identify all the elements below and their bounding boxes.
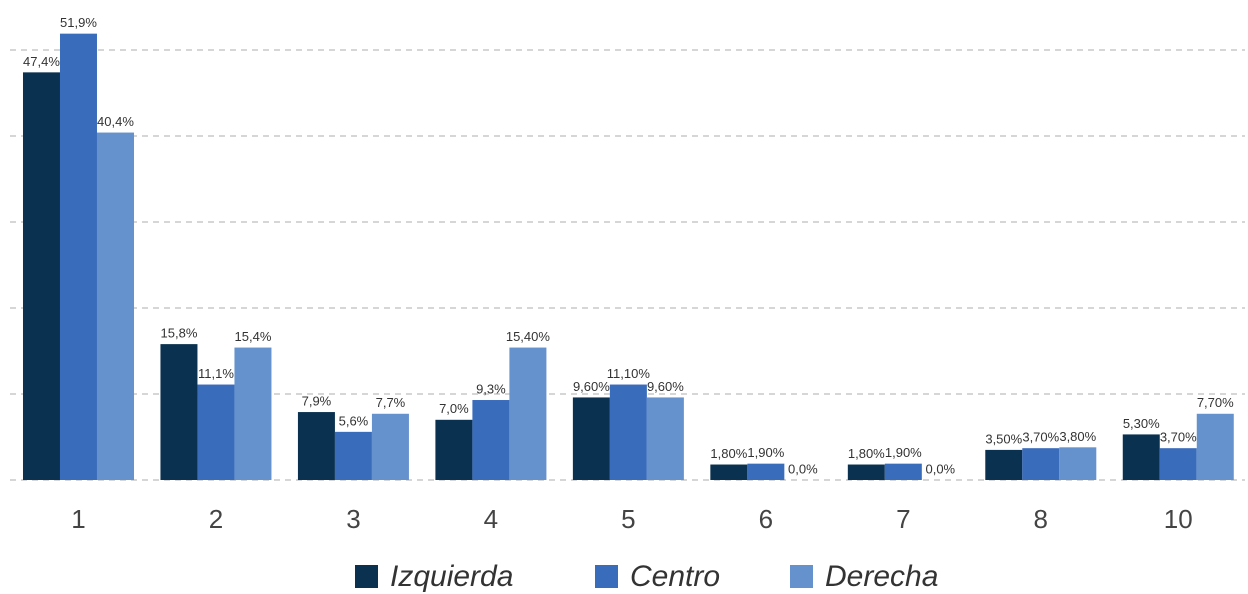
bar bbox=[1196, 413, 1234, 480]
value-label: 11,10% bbox=[607, 366, 651, 381]
bar bbox=[371, 413, 409, 480]
bar bbox=[96, 132, 134, 480]
value-label: 15,4% bbox=[235, 329, 272, 344]
legend-swatch bbox=[355, 565, 378, 588]
value-label: 3,70% bbox=[1022, 430, 1059, 445]
bar bbox=[646, 397, 684, 480]
x-tick-label: 3 bbox=[346, 504, 360, 534]
value-label: 7,7% bbox=[376, 395, 406, 410]
bar bbox=[297, 412, 335, 480]
value-label: 3,50% bbox=[985, 431, 1022, 446]
value-label: 11,1% bbox=[198, 366, 234, 381]
value-label: 7,0% bbox=[439, 401, 469, 416]
value-label: 51,9% bbox=[60, 15, 97, 30]
bar bbox=[472, 400, 510, 480]
value-label: 40,4% bbox=[97, 114, 134, 129]
bar bbox=[234, 347, 272, 480]
bar bbox=[847, 464, 885, 480]
value-label: 15,40% bbox=[506, 329, 551, 344]
bar bbox=[160, 344, 198, 480]
legend-swatch bbox=[595, 565, 618, 588]
value-label: 15,8% bbox=[161, 326, 198, 341]
bar bbox=[572, 397, 610, 480]
bar bbox=[710, 464, 748, 480]
value-label: 3,80% bbox=[1059, 429, 1096, 444]
bar bbox=[22, 72, 60, 481]
value-label: 1,80% bbox=[710, 446, 747, 461]
value-label: 0,0% bbox=[925, 461, 955, 476]
value-label: 9,60% bbox=[647, 379, 684, 394]
value-label: 5,6% bbox=[339, 413, 369, 428]
value-label: 7,9% bbox=[302, 393, 332, 408]
value-label: 9,60% bbox=[573, 379, 610, 394]
value-label: 3,70% bbox=[1160, 430, 1197, 445]
x-tick-label: 6 bbox=[759, 504, 773, 534]
bar bbox=[1059, 447, 1097, 480]
legend-label: Izquierda bbox=[390, 560, 513, 593]
bar bbox=[197, 384, 235, 480]
bar bbox=[435, 419, 473, 480]
value-label: 47,4% bbox=[23, 54, 60, 69]
bar bbox=[747, 463, 785, 480]
value-label: 0,0% bbox=[788, 461, 818, 476]
legend-label: Centro bbox=[630, 560, 720, 593]
value-label: 1,80% bbox=[848, 446, 885, 461]
bar bbox=[609, 384, 647, 480]
bar bbox=[334, 431, 372, 480]
bar bbox=[1022, 448, 1060, 480]
value-label: 7,70% bbox=[1197, 395, 1234, 410]
x-tick-label: 2 bbox=[209, 504, 223, 534]
x-tick-label: 10 bbox=[1164, 504, 1193, 534]
x-tick-label: 8 bbox=[1034, 504, 1048, 534]
x-tick-label: 4 bbox=[484, 504, 498, 534]
legend-swatch bbox=[790, 565, 813, 588]
x-tick-label: 5 bbox=[621, 504, 635, 534]
bar bbox=[1159, 448, 1197, 480]
x-tick-label: 7 bbox=[896, 504, 910, 534]
bar bbox=[884, 463, 922, 480]
x-tick-label: 1 bbox=[71, 504, 85, 534]
value-label: 9,3% bbox=[476, 381, 506, 396]
value-label: 1,90% bbox=[747, 445, 784, 460]
bar bbox=[985, 449, 1023, 480]
legend-label: Derecha bbox=[825, 560, 938, 593]
value-label: 5,30% bbox=[1123, 416, 1160, 431]
bar bbox=[509, 347, 547, 480]
bar bbox=[1122, 434, 1160, 480]
bar bbox=[59, 33, 97, 480]
value-label: 1,90% bbox=[885, 445, 922, 460]
